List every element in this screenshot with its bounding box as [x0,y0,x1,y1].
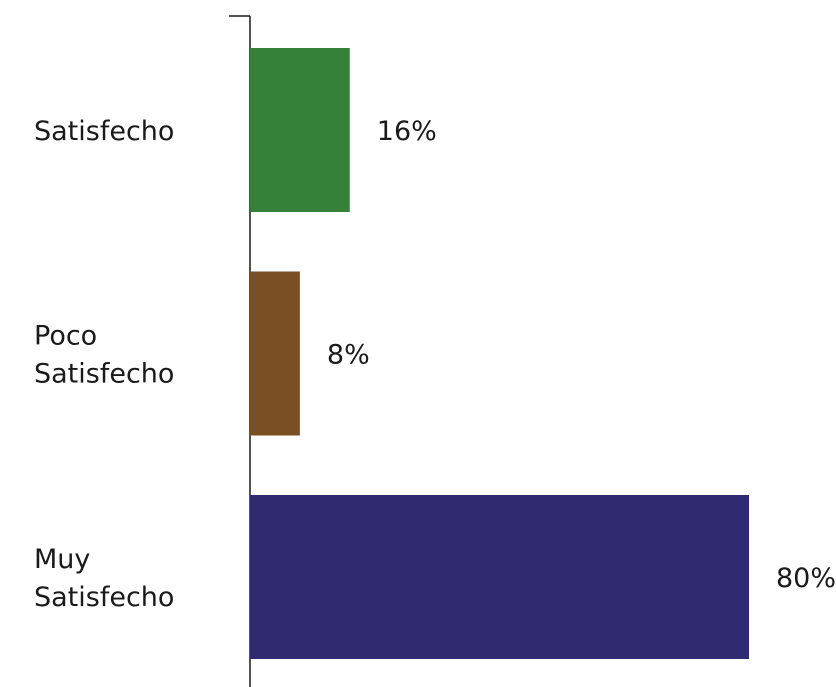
bar [250,48,350,212]
category-label-line: Poco [34,321,97,352]
category-labels-group: Satisfecho Poco Satisfecho Muy Satisfecho [34,116,174,613]
value-labels-group: 16% 8% 80% [327,116,836,594]
category-label: Poco Satisfecho [34,321,174,390]
bar-value-label: 80% [776,563,836,594]
category-label: Satisfecho [34,116,174,147]
bar-value-label: 16% [377,116,437,147]
category-label-line: Satisfecho [34,582,174,613]
bar [250,495,749,659]
bars-group [250,48,749,659]
category-label-line: Satisfecho [34,116,174,147]
category-label: Muy Satisfecho [34,544,174,613]
category-label-line: Satisfecho [34,359,174,390]
bar [250,271,300,436]
bar-value-label: 8% [327,340,370,371]
category-label-line: Muy [34,544,90,575]
